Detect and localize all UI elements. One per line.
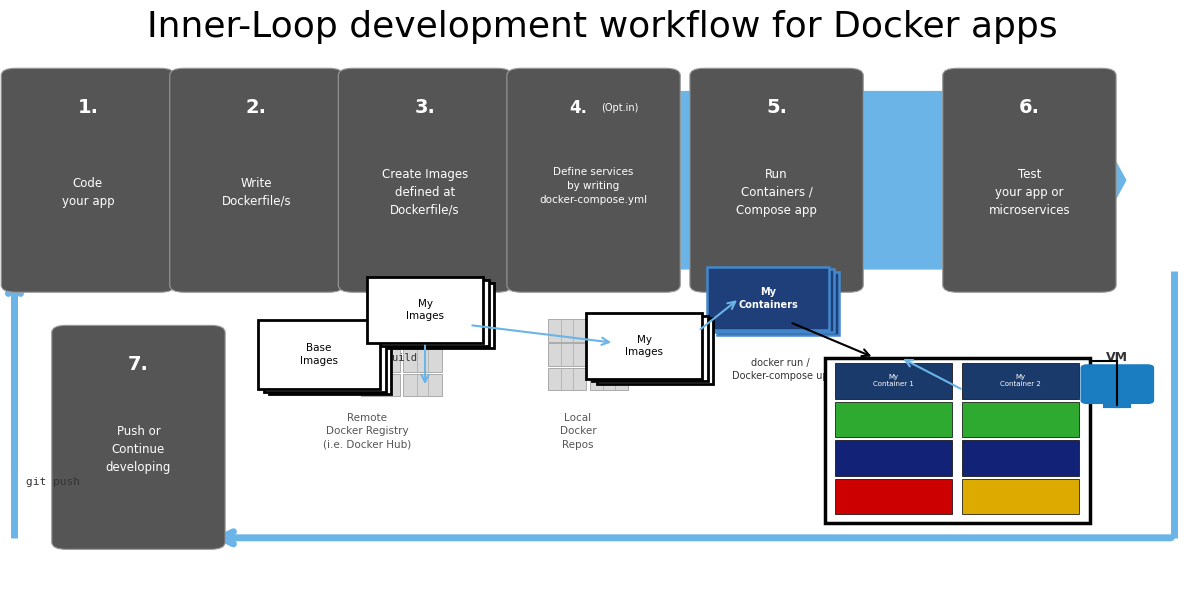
Bar [836, 402, 952, 437]
FancyBboxPatch shape [943, 69, 1116, 293]
FancyBboxPatch shape [718, 272, 838, 335]
Text: My
Images: My Images [406, 299, 444, 322]
Text: Define services
by writing
docker-compose.yml: Define services by writing docker-compos… [539, 167, 648, 205]
Bar [962, 479, 1079, 514]
Bar [548, 319, 586, 342]
FancyBboxPatch shape [1, 69, 175, 293]
FancyBboxPatch shape [373, 281, 489, 346]
FancyBboxPatch shape [1081, 365, 1153, 403]
Bar [962, 402, 1079, 437]
FancyBboxPatch shape [586, 313, 702, 379]
Bar [361, 325, 400, 348]
Text: Test
your app or
microservices: Test your app or microservices [988, 168, 1070, 216]
Bar [548, 368, 586, 390]
FancyBboxPatch shape [378, 283, 494, 349]
Text: 6.: 6. [1019, 98, 1040, 118]
Bar [403, 325, 442, 348]
FancyBboxPatch shape [259, 320, 380, 389]
Text: 5.: 5. [766, 98, 787, 118]
Text: Remote
Docker Registry
(i.e. Docker Hub): Remote Docker Registry (i.e. Docker Hub) [323, 413, 412, 450]
Bar [590, 368, 628, 390]
Text: 3.: 3. [414, 98, 436, 118]
Bar [825, 358, 1090, 523]
Text: (Opt.in): (Opt.in) [601, 103, 639, 113]
Text: Local
Docker
Repos: Local Docker Repos [560, 413, 596, 450]
Text: Create Images
defined at
Dockerfile/s: Create Images defined at Dockerfile/s [382, 168, 468, 216]
Text: 7.: 7. [128, 355, 149, 375]
Bar [548, 343, 586, 366]
FancyArrow shape [14, 92, 1126, 269]
FancyBboxPatch shape [708, 267, 828, 330]
FancyBboxPatch shape [52, 325, 225, 550]
Text: Base
Images: Base Images [300, 343, 338, 366]
Bar [962, 440, 1079, 476]
Text: My
Images: My Images [625, 335, 663, 357]
Text: 4.: 4. [569, 99, 586, 117]
Bar [403, 374, 442, 396]
Text: Code
your app: Code your app [61, 177, 114, 207]
Bar [590, 319, 628, 342]
Text: Run
Containers /
Compose app: Run Containers / Compose app [736, 168, 818, 216]
Text: Write
Dockerfile/s: Write Dockerfile/s [222, 177, 291, 207]
Bar [361, 374, 400, 396]
FancyBboxPatch shape [690, 69, 863, 293]
Bar [361, 349, 400, 372]
Text: My
Container 2: My Container 2 [1001, 375, 1041, 387]
FancyBboxPatch shape [338, 69, 512, 293]
FancyBboxPatch shape [265, 323, 385, 392]
FancyBboxPatch shape [170, 69, 343, 293]
Text: 1.: 1. [77, 98, 99, 118]
FancyBboxPatch shape [713, 269, 833, 332]
Text: http
access...: http access... [919, 358, 967, 381]
FancyBboxPatch shape [507, 69, 680, 293]
Text: Push or
Continue
developing: Push or Continue developing [106, 425, 171, 473]
Text: docker build: docker build [342, 353, 417, 362]
Text: My
Containers: My Containers [738, 287, 798, 310]
Bar [962, 363, 1079, 399]
Bar [403, 349, 442, 372]
Text: 2.: 2. [246, 98, 267, 118]
Text: My
Container 1: My Container 1 [873, 375, 914, 387]
Bar [836, 479, 952, 514]
Text: Inner-Loop development workflow for Docker apps: Inner-Loop development workflow for Dock… [147, 9, 1057, 44]
FancyBboxPatch shape [367, 278, 483, 343]
FancyBboxPatch shape [270, 326, 390, 394]
Text: git push: git push [26, 477, 79, 486]
Text: VM: VM [1106, 351, 1128, 364]
Bar [836, 363, 952, 399]
FancyBboxPatch shape [597, 319, 713, 384]
Text: docker run /
Docker-compose up: docker run / Docker-compose up [732, 358, 828, 381]
Bar [836, 440, 952, 476]
Bar [590, 343, 628, 366]
FancyBboxPatch shape [592, 316, 708, 382]
